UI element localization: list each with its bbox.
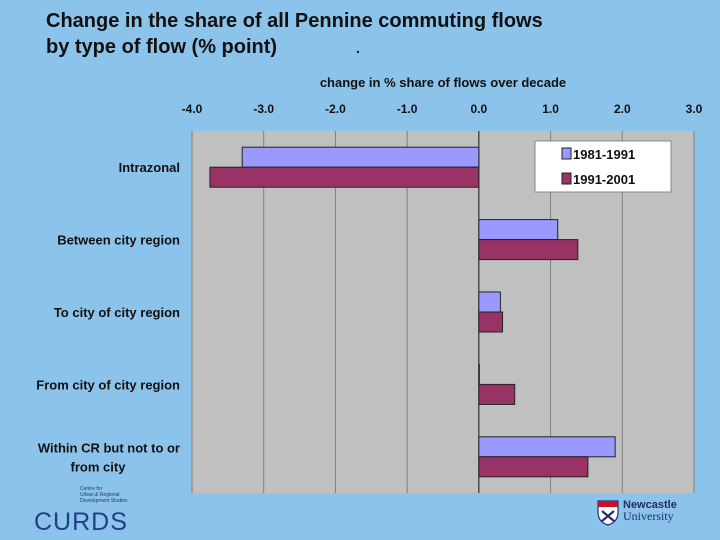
bar [209,166,480,188]
x-tick-label: 3.0 [686,102,703,116]
bar [478,363,480,385]
legend-swatch [561,172,572,185]
legend-label: 1991-2001 [573,172,635,187]
curds-tagline: Centre for Urban & Regional Development … [80,486,160,504]
university-name-line1: Newcastle [623,499,677,511]
axis-title: change in % share of flows over decade [320,75,566,90]
slide-title: Change in the share of all Pennine commu… [46,8,686,60]
bar [478,456,589,478]
bar [478,239,579,261]
category-label: To city of city region [54,305,180,320]
title-line-2: by type of flow (% point) [46,36,278,58]
category-label: From city of city region [36,377,180,392]
shield-icon [597,500,619,526]
curds-logo: CURDS [34,508,128,536]
x-tick-label: 0.0 [471,102,488,116]
category-label: from city [71,459,127,474]
x-tick-label: 1.0 [542,102,559,116]
curds-tagline-line: Centre for [80,486,103,492]
bar [241,146,480,168]
category-label: Intrazonal [119,160,180,175]
category-label: Between city region [57,233,180,248]
bar [478,219,559,241]
bar [478,383,516,405]
x-tick-label: -1.0 [397,102,418,116]
x-tick-label: -2.0 [325,102,346,116]
bar [478,311,504,333]
x-tick-label: -3.0 [253,102,274,116]
bar [478,436,616,458]
bar [478,291,501,313]
curds-tagline-line: Development Studies [80,498,128,504]
legend-label: 1981-1991 [573,147,635,162]
university-name-line2: University [623,509,674,523]
title-line-1: Change in the share of all Pennine commu… [46,10,543,32]
x-tick-label: 2.0 [614,102,631,116]
legend-box [534,140,672,193]
curds-tagline-line: Urban & Regional [80,492,120,498]
legend-swatch [561,147,572,160]
category-label: Within CR but not to or [38,440,180,455]
title-mark: . [355,36,361,58]
newcastle-university-logo: Newcastle University [597,500,697,530]
x-tick-label: -4.0 [182,102,203,116]
